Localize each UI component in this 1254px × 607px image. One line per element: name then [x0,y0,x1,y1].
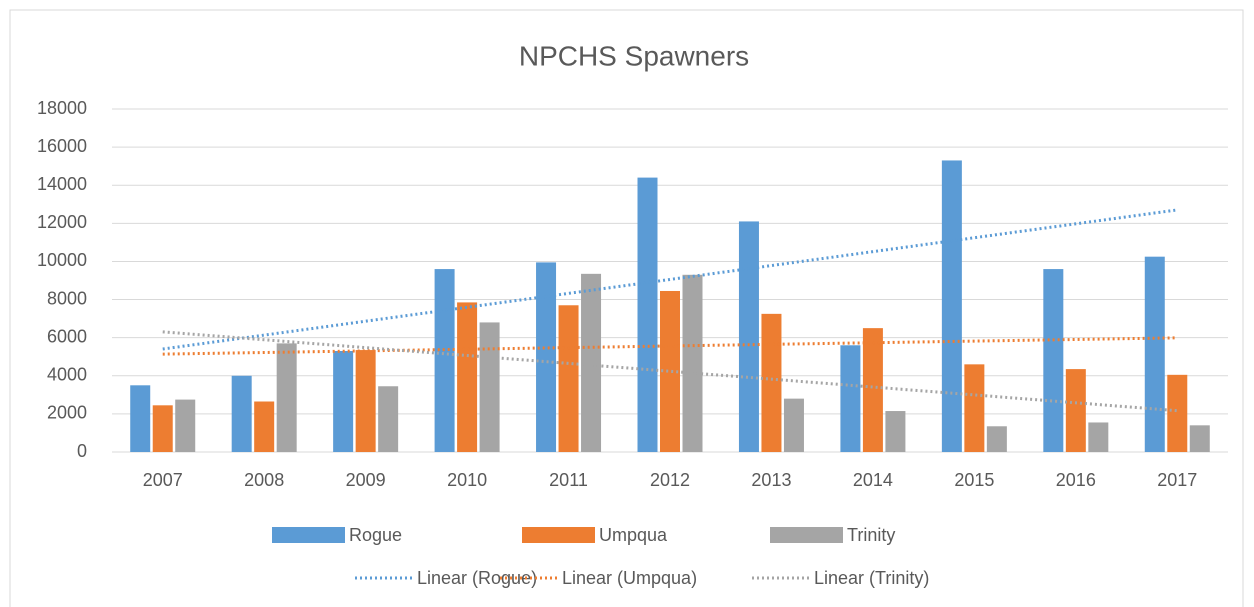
legend-label: Trinity [847,525,895,545]
x-tick-label: 2015 [954,470,994,490]
x-tick-label: 2017 [1157,470,1197,490]
legend-swatch [272,527,345,543]
bar [1189,425,1210,452]
bar [175,399,196,452]
bar [581,273,602,452]
bar [783,398,804,452]
x-tick-label: 2014 [853,470,893,490]
bar [637,177,658,452]
bar [941,160,962,452]
bar [434,269,455,452]
bar [558,305,579,452]
bar [1144,256,1165,452]
bar [1167,374,1188,452]
legend-label: Linear (Trinity) [814,568,929,588]
trendline [162,208,1178,351]
bar [1043,269,1064,452]
x-tick-label: 2016 [1056,470,1096,490]
x-tick-label: 2009 [346,470,386,490]
x-tick-label: 2008 [244,470,284,490]
bar [1088,422,1109,452]
x-tick-label: 2007 [143,470,183,490]
bar [660,290,680,452]
bar [1065,369,1086,452]
y-tick-label: 10000 [37,250,87,270]
bar [840,345,861,452]
legend-swatch [522,527,595,543]
y-tick-label: 6000 [47,326,87,346]
y-tick-label: 16000 [37,136,87,156]
chart-frame [9,9,1244,607]
bar [862,328,883,452]
bar [457,302,478,452]
x-tick-label: 2012 [650,470,690,490]
bar [964,364,985,452]
x-tick-label: 2013 [751,470,791,490]
bar [738,221,759,452]
y-tick-label: 2000 [47,403,87,423]
y-tick-label: 18000 [37,98,87,118]
bar [378,386,399,452]
bar [152,405,173,452]
bar [333,351,354,452]
chart-title: NPCHS Spawners [519,40,749,71]
bar [254,401,275,452]
bar [130,385,151,452]
bar [986,426,1007,452]
x-tick-label: 2010 [447,470,487,490]
bar [885,411,906,452]
bar [479,322,500,452]
bar [231,375,252,452]
legend-label: Umpqua [599,525,668,545]
y-tick-label: 12000 [37,212,87,232]
legend-label: Linear (Rogue) [417,568,537,588]
bar [761,313,782,452]
legend-label: Rogue [349,525,402,545]
y-tick-label: 14000 [37,174,87,194]
bar [536,262,557,452]
y-tick-label: 0 [77,441,87,461]
bar [276,343,297,452]
legend-swatch [770,527,843,543]
trendline [162,336,1178,356]
legend-label: Linear (Umpqua) [562,568,697,588]
x-tick-label: 2011 [549,470,588,490]
y-tick-label: 4000 [47,365,87,385]
bar [682,274,703,452]
y-tick-label: 8000 [47,288,87,308]
bar [355,350,376,452]
